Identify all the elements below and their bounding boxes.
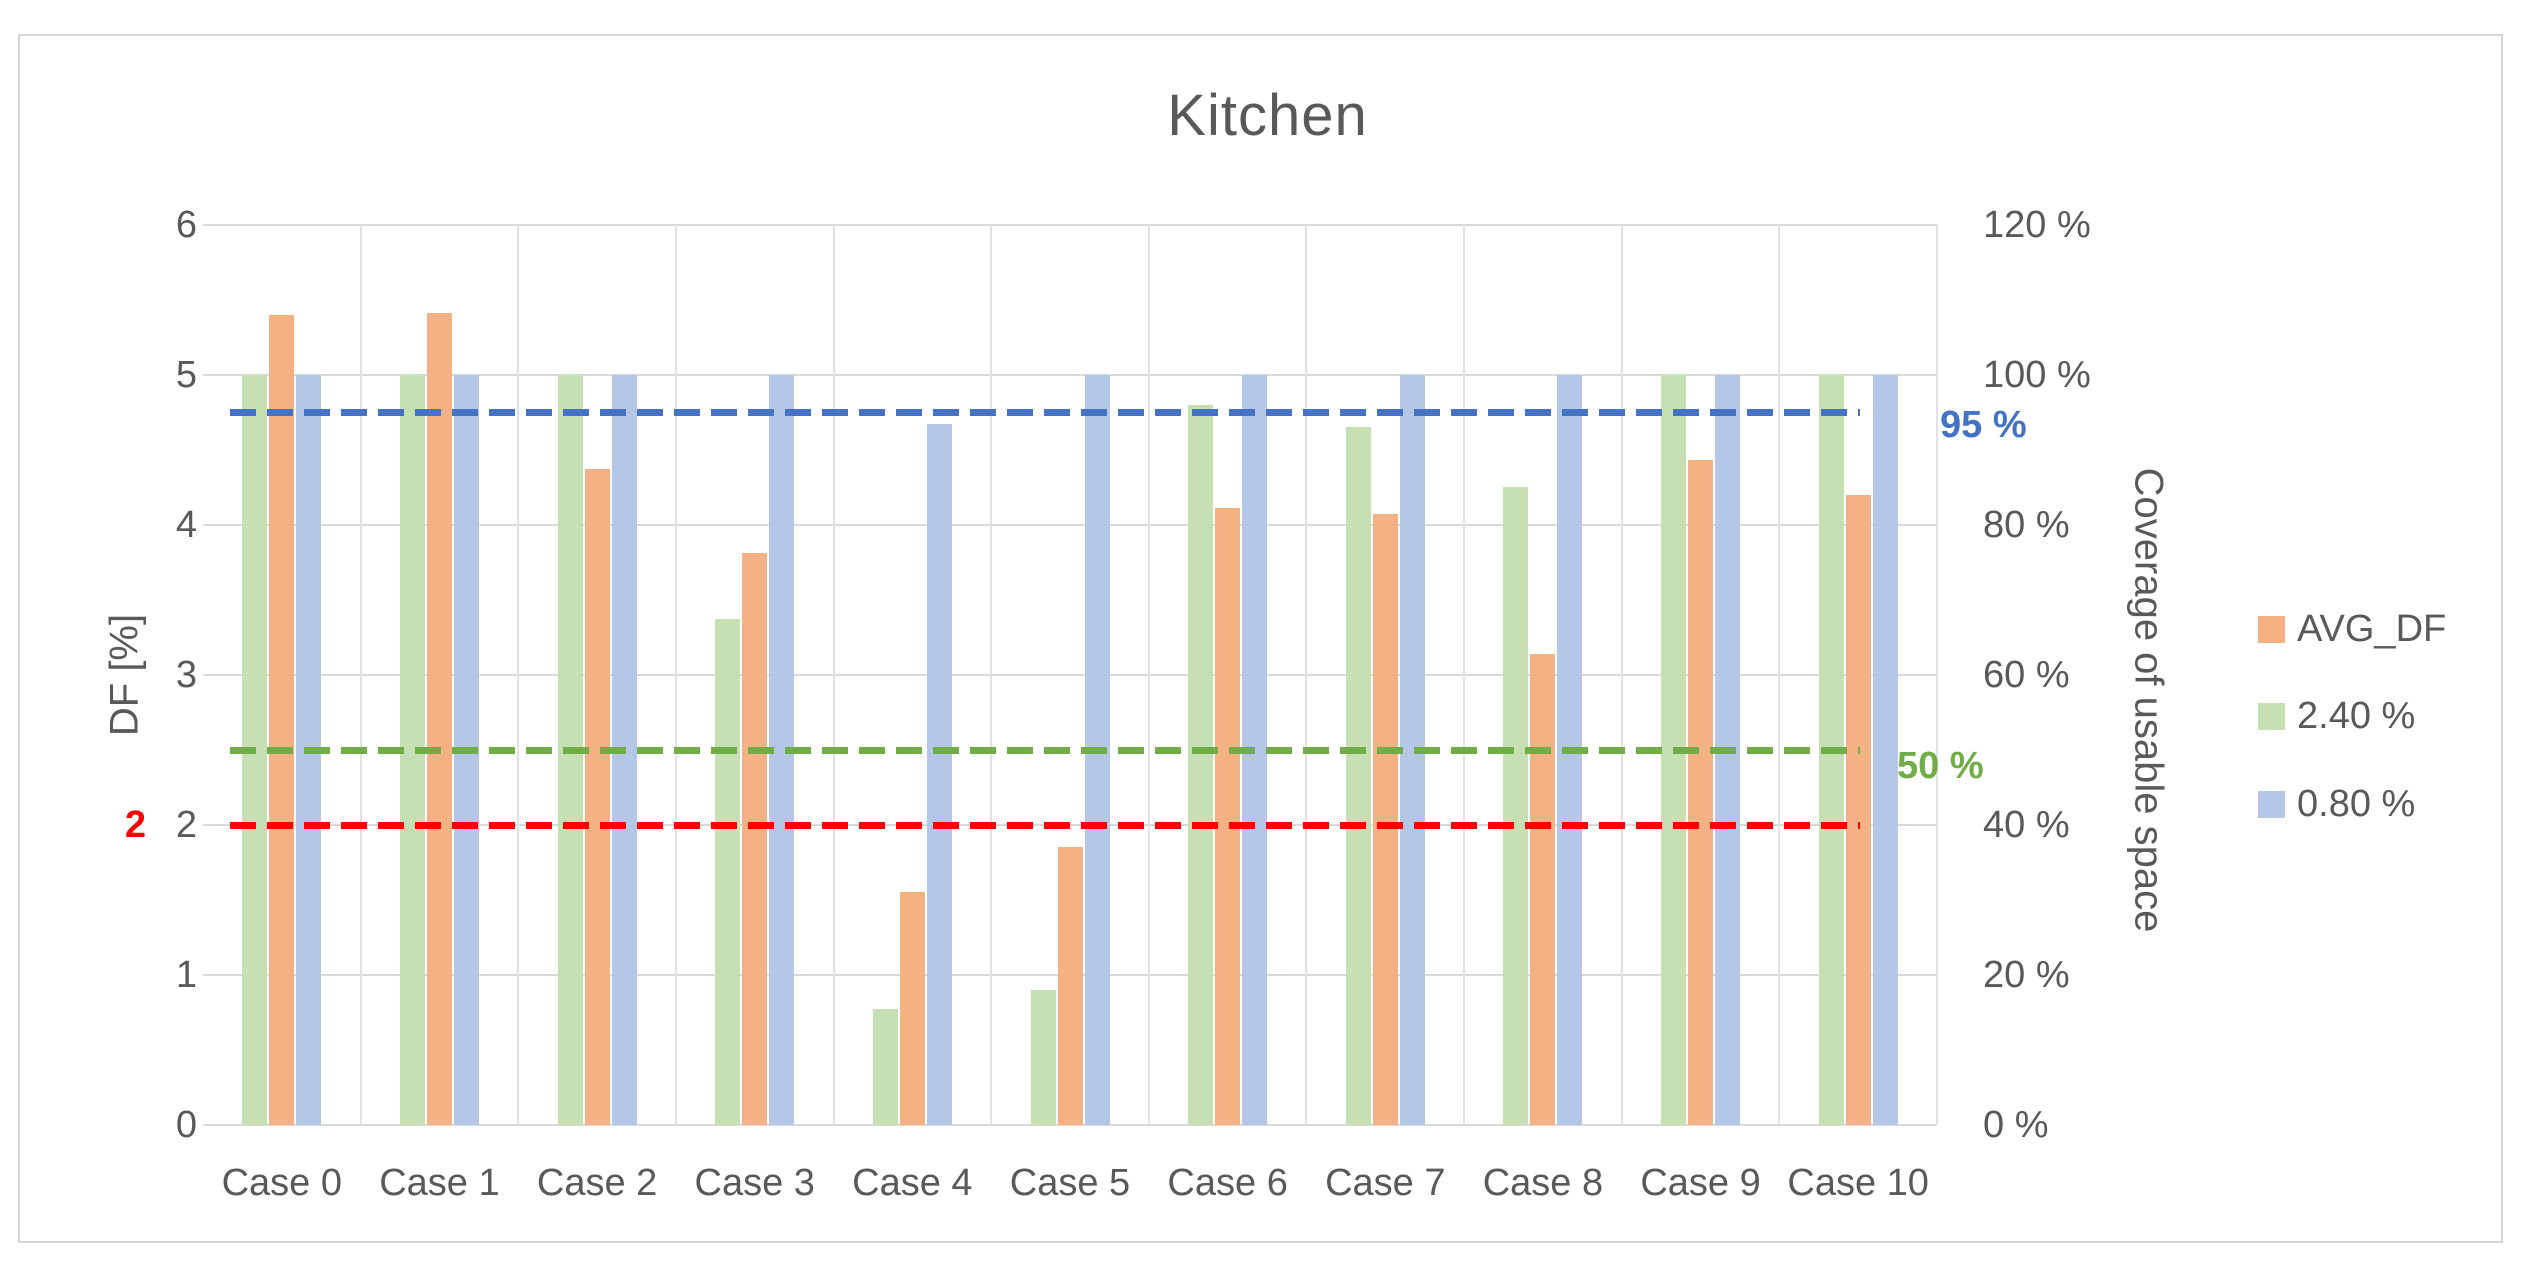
bar-cluster-case-8 — [1503, 225, 1583, 1125]
v-gridline — [1778, 225, 1781, 1125]
v-gridline — [1620, 225, 1623, 1125]
right-axis-tick-label: 80 % — [1983, 504, 2070, 546]
right-axis-tick-label: 60 % — [1983, 654, 2070, 696]
bar-avg-df — [584, 469, 610, 1125]
bar-avg-df — [899, 892, 925, 1125]
h-gridline — [203, 674, 1937, 676]
bar-0-80 — [926, 424, 952, 1125]
ref-label-2: 2 — [124, 804, 146, 846]
x-axis-label-case-9: Case 9 — [1640, 1162, 1761, 1204]
x-axis-label-case-2: Case 2 — [536, 1162, 658, 1204]
left-axis-tick-label: 4 — [175, 504, 197, 546]
x-axis-label-case-6: Case 6 — [1167, 1162, 1288, 1204]
legend-swatch-icon — [2258, 703, 2285, 730]
bar-cluster-case-0 — [242, 225, 322, 1125]
bar-cluster-case-10 — [1818, 225, 1898, 1125]
bar-cluster-case-4 — [872, 225, 952, 1125]
bar-cluster-case-9 — [1661, 225, 1741, 1125]
h-gridline — [203, 374, 1937, 376]
bar-avg-df — [426, 313, 452, 1125]
bar-cluster-case-6 — [1188, 225, 1268, 1125]
x-axis-label-case-1: Case 1 — [379, 1162, 500, 1204]
v-gridline — [1936, 225, 1938, 1125]
bar-cluster-case-3 — [715, 225, 795, 1125]
left-axis-tick-label: 0 — [175, 1104, 197, 1146]
bar-avg-df — [1215, 508, 1241, 1125]
right-axis-tick-label: 40 % — [1983, 804, 2070, 846]
v-gridline — [832, 225, 835, 1125]
bar-avg-df — [1057, 847, 1083, 1125]
bar-2-40 — [1345, 427, 1371, 1125]
bar-avg-df — [1688, 460, 1714, 1125]
ref-label-95: 95 % — [1940, 403, 2027, 446]
bar-2-40 — [1030, 990, 1056, 1125]
legend-item-0-80: 0.80 % — [2258, 781, 2415, 827]
left-axis-tick-label: 1 — [175, 954, 197, 996]
bar-0-80 — [1872, 375, 1898, 1125]
bar-avg-df — [742, 553, 768, 1125]
bar-2-40 — [1503, 487, 1529, 1125]
right-axis-tick-label: 100 % — [1983, 354, 2091, 396]
bar-avg-df — [1530, 654, 1556, 1125]
x-axis-label-case-8: Case 8 — [1482, 1162, 1604, 1204]
h-gridline — [203, 524, 1937, 526]
v-gridline — [1463, 225, 1466, 1125]
ref-label-50: 50 % — [1897, 745, 1984, 787]
v-gridline — [1305, 225, 1308, 1125]
v-gridline — [517, 225, 520, 1125]
bar-2-40 — [715, 619, 741, 1125]
x-axis-label-case-0: Case 0 — [221, 1162, 343, 1204]
legend-label: AVG_DF — [2297, 607, 2447, 650]
bar-cluster-case-7 — [1345, 225, 1425, 1125]
bar-avg-df — [269, 315, 295, 1125]
bar-avg-df — [1845, 495, 1871, 1125]
legend-swatch-icon — [2258, 790, 2285, 818]
v-gridline — [674, 225, 677, 1125]
x-axis-label-case-3: Case 3 — [694, 1162, 815, 1204]
bar-2-40 — [872, 1009, 898, 1125]
chart-title: Kitchen — [1167, 83, 1368, 148]
x-axis-label-case-7: Case 7 — [1325, 1162, 1446, 1204]
right-axis-tick-label: 0 % — [1983, 1104, 2049, 1146]
v-gridline — [359, 225, 362, 1125]
legend-item-avg-df: AVG_DF — [2258, 606, 2446, 652]
legend-swatch-icon — [2258, 615, 2285, 643]
x-axis-label-case-5: Case 5 — [1009, 1162, 1131, 1204]
legend-label: 2.40 % — [2297, 695, 2416, 737]
legend-item-2-40: 2.40 % — [2258, 694, 2415, 740]
right-axis-tick-label: 120 % — [1983, 204, 2091, 246]
left-axis-tick-label: 2 — [175, 804, 197, 846]
right-axis-tick-label: 20 % — [1983, 954, 2070, 996]
right-axis-title: Coverage of usable space — [2126, 467, 2171, 933]
ref-line-50 — [230, 746, 1860, 754]
h-gridline — [203, 1124, 1937, 1126]
v-gridline — [990, 225, 993, 1125]
left-axis-tick-label: 6 — [175, 204, 197, 246]
left-axis-tick-label: 3 — [175, 654, 197, 696]
legend-label: 0.80 % — [2297, 782, 2416, 825]
v-gridline — [1147, 225, 1150, 1125]
left-axis-title: DF [%] — [102, 613, 147, 737]
ref-line-95 — [230, 409, 1860, 416]
bar-cluster-case-2 — [557, 225, 637, 1125]
h-gridline — [203, 224, 1937, 226]
x-axis-label-case-4: Case 4 — [852, 1162, 973, 1204]
x-axis-label-case-10: Case 10 — [1787, 1162, 1929, 1204]
ref-line-2 — [230, 821, 1860, 829]
bar-cluster-case-1 — [399, 225, 479, 1125]
plot-area — [203, 224, 1938, 1126]
bar-avg-df — [1372, 514, 1398, 1125]
left-axis-tick-label: 5 — [175, 354, 197, 396]
bar-2-40 — [1188, 405, 1214, 1125]
bar-cluster-case-5 — [1030, 225, 1110, 1125]
